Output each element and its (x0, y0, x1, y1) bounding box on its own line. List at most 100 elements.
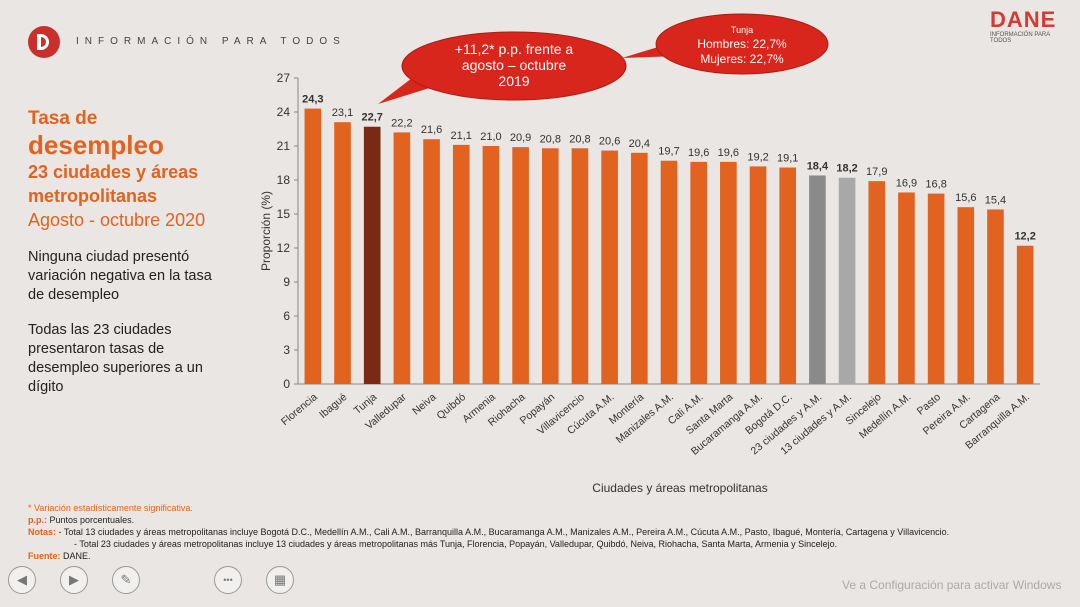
data-label-4: 21,6 (421, 124, 442, 136)
data-label-20: 16,9 (896, 177, 917, 189)
bar-16 (779, 167, 797, 384)
data-label-12: 19,7 (658, 146, 679, 158)
windows-activation-watermark: Ve a Configuración para activar Windows (842, 578, 1062, 592)
x-tick-label-1: Ibagué (317, 391, 349, 421)
data-label-8: 20,8 (540, 133, 561, 145)
y-axis-label: Proporción (%) (259, 191, 273, 271)
notas-label: Notas: (28, 527, 57, 537)
bar-19 (868, 181, 886, 384)
more-icon[interactable]: ••• (214, 566, 242, 594)
brand-subtitle: INFORMACIÓN PARA TODOS (990, 32, 1050, 44)
footer-source: Fuente: DANE. (28, 550, 1058, 562)
data-label-15: 19,2 (747, 151, 768, 163)
bar-13 (690, 161, 707, 384)
y-tick-label: 9 (283, 275, 290, 289)
footer-star-note: * Variación estadísticamente significati… (28, 502, 1058, 514)
bar-10 (601, 150, 618, 384)
bar-20 (898, 192, 915, 384)
bar-8 (541, 148, 559, 384)
data-label-14: 19,6 (718, 147, 739, 159)
pp-label: p.p.: (28, 515, 47, 525)
bar-6 (482, 146, 500, 384)
y-tick-label: 24 (277, 105, 291, 119)
bar-22 (957, 207, 975, 384)
data-label-21: 16,8 (925, 179, 946, 191)
footer-notes: * Variación estadísticamente significati… (28, 502, 1058, 562)
title-line-2: desempleo (28, 130, 164, 160)
bar-21 (927, 193, 945, 384)
y-tick-label: 15 (277, 207, 291, 221)
y-tick-label: 6 (283, 309, 290, 323)
next-icon[interactable]: ▶ (60, 566, 88, 594)
bar-23 (987, 209, 1004, 384)
bar-2 (363, 126, 381, 384)
y-tick-label: 27 (277, 71, 291, 85)
data-label-3: 22,2 (391, 117, 412, 129)
bar-9 (571, 148, 589, 384)
callout-tunja-bubble (655, 13, 829, 75)
y-tick-label: 18 (277, 173, 291, 187)
footer-nota-2: - Total 23 ciudades y áreas metropolitan… (74, 539, 838, 549)
data-label-1: 23,1 (332, 107, 353, 119)
data-label-13: 19,6 (688, 147, 709, 159)
note-1: Ninguna ciudad presentó variación negati… (28, 249, 212, 303)
bar-15 (749, 166, 767, 384)
data-label-0: 24,3 (302, 94, 323, 106)
callout-main-text-0: +11,2* p.p. frente a (455, 41, 574, 57)
bar-18 (838, 177, 856, 384)
callout-tunja-text-0: Tunja (731, 25, 753, 35)
y-tick-label: 21 (277, 139, 291, 153)
x-axis-label: Ciudades y áreas metropolitanas (592, 481, 767, 495)
callout-main-text-1: agosto – octubre (462, 57, 567, 73)
unemployment-bar-chart: 0 3 6 9 12 15 18 21 24 27 Proporción (%) 24,3 Floren… (259, 13, 1040, 495)
y-tick-label: 12 (277, 241, 291, 255)
callout-main-bubble (401, 31, 627, 101)
footer-pp-note: p.p.: Puntos porcentuales. (28, 514, 1058, 526)
data-label-5: 21,1 (451, 130, 472, 142)
fuente-text: DANE. (63, 551, 91, 561)
data-label-18: 18,2 (836, 163, 857, 175)
title-line-3: 23 ciudades y áreas metropolitanas (28, 162, 199, 206)
footer-nota-1: Notas: - Total 13 ciudades y áreas metro… (28, 526, 1058, 538)
data-label-22: 15,6 (955, 192, 976, 204)
bar-17 (809, 175, 826, 384)
callout-main-text-2: 2019 (498, 73, 529, 89)
data-label-19: 17,9 (866, 166, 887, 178)
nota-1-text: - Total 13 ciudades y áreas metropolitan… (58, 527, 950, 537)
fuente-label: Fuente: (28, 551, 61, 561)
data-label-24: 12,2 (1014, 231, 1035, 243)
prev-icon[interactable]: ◀ (8, 566, 36, 594)
bar-14 (720, 161, 737, 384)
data-label-11: 20,4 (629, 138, 650, 150)
data-label-10: 20,6 (599, 136, 620, 148)
bar-7 (512, 147, 529, 384)
x-tick-label-20: Medellín A.M. (857, 391, 913, 441)
slides-icon[interactable]: ▦ (266, 566, 294, 594)
pen-icon[interactable]: ✎ (112, 566, 140, 594)
bar-5 (452, 144, 470, 384)
header-tagline: INFORMACIÓN PARA TODOS (76, 36, 346, 47)
dane-logo-icon (28, 26, 60, 58)
callout-tunja-text-1: Hombres: 22,7% (697, 37, 787, 51)
data-label-6: 21,0 (480, 131, 501, 143)
pp-text: Puntos porcentuales. (49, 515, 135, 525)
brand-name: DANE (990, 7, 1057, 32)
bar-4 (423, 139, 440, 384)
dane-brand-logo: DANE INFORMACIÓN PARA TODOS (990, 7, 1070, 45)
bar-3 (393, 132, 411, 384)
callout-tunja-text-2: Mujeres: 22,7% (700, 52, 784, 66)
x-tick-label-0: Florencia (279, 391, 320, 428)
title-line-4: Agosto - octubre 2020 (28, 210, 206, 230)
footer-star-text: * Variación estadísticamente significati… (28, 503, 193, 513)
left-panel: Tasa de desempleo 23 ciudades y áreas me… (28, 108, 253, 397)
data-label-16: 19,1 (777, 153, 798, 165)
note-2: Todas las 23 ciudades presentaron tasas … (28, 322, 203, 395)
bar-11 (631, 152, 648, 384)
data-label-17: 18,4 (807, 160, 829, 172)
bar-0 (304, 108, 322, 384)
bar-24 (1016, 245, 1034, 384)
data-label-7: 20,9 (510, 132, 531, 144)
y-tick-label: 3 (283, 343, 290, 357)
data-label-23: 15,4 (985, 194, 1006, 206)
data-label-2: 22,7 (361, 112, 382, 124)
